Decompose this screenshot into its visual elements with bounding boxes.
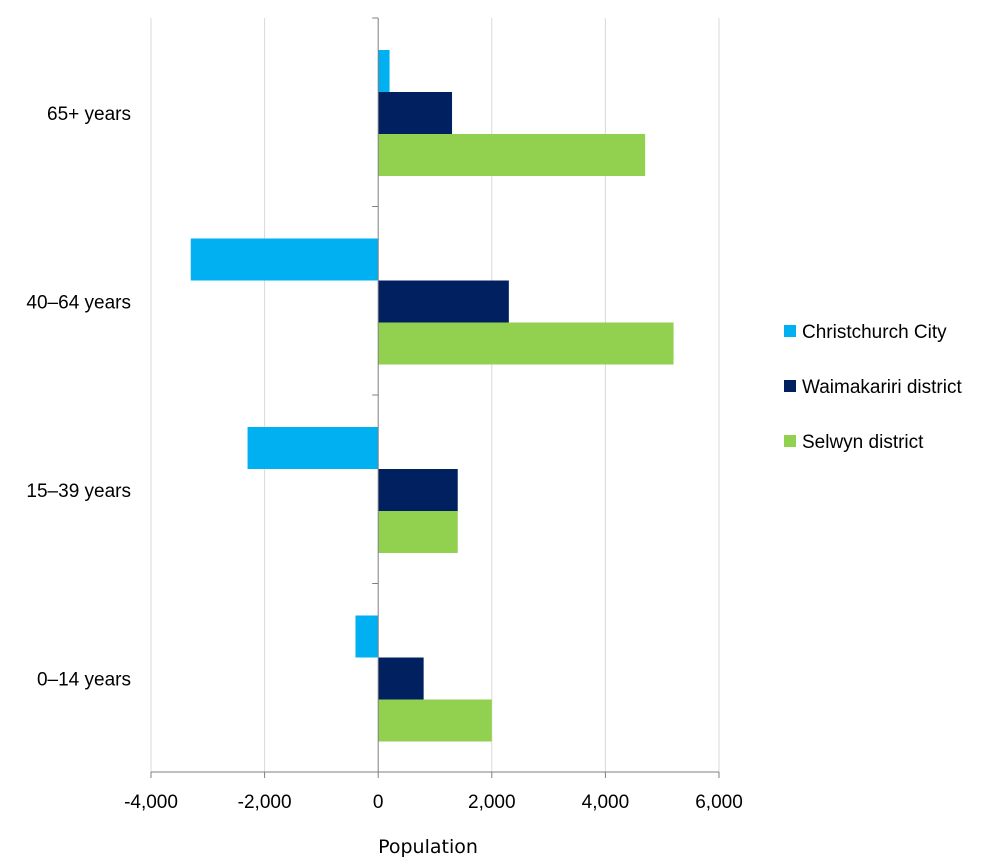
legend-label: Selwyn district <box>802 432 924 453</box>
bar-selwyn-district <box>378 134 646 176</box>
category-label: 15–39 years <box>26 481 131 502</box>
category-label: 65+ years <box>47 104 131 125</box>
bar-waimakariri-district <box>378 469 458 511</box>
legend-swatch <box>784 380 796 392</box>
x-tick-labels: -4,000 -2,000 0 2,000 4,000 6,000 <box>124 792 743 813</box>
bar-christchurch-city <box>355 615 379 658</box>
bar-selwyn-district <box>378 699 492 742</box>
x-tick-label: 0 <box>373 792 384 813</box>
bar-christchurch-city <box>247 427 379 469</box>
x-tick-label: -2,000 <box>238 792 292 813</box>
bar-selwyn-district <box>378 322 674 365</box>
bar-christchurch-city <box>378 50 390 92</box>
x-tick-label: 2,000 <box>468 792 516 813</box>
legend-label: Christchurch City <box>802 322 947 343</box>
bar-waimakariri-district <box>378 92 453 134</box>
category-label: 40–64 years <box>26 293 131 314</box>
x-tick-label: -4,000 <box>124 792 178 813</box>
category-labels: 0–14 years 15–39 years 40–64 years 65+ year… <box>26 104 131 691</box>
x-tick-label: 4,000 <box>582 792 630 813</box>
category-label: 0–14 years <box>37 670 131 691</box>
bar-layer <box>190 50 674 742</box>
legend-swatch <box>784 435 796 447</box>
x-axis-title: Population <box>378 836 478 857</box>
axis-layer <box>150 17 720 778</box>
bar-christchurch-city <box>190 238 379 281</box>
legend-label: Waimakariri district <box>802 377 962 398</box>
bar-selwyn-district <box>378 511 458 553</box>
x-tick-label: 6,000 <box>695 792 743 813</box>
bar-waimakariri-district <box>378 657 424 700</box>
legend: Christchurch City Waimakariri district Sel… <box>784 322 962 453</box>
bar-waimakariri-district <box>378 280 509 323</box>
legend-swatch <box>784 325 796 337</box>
